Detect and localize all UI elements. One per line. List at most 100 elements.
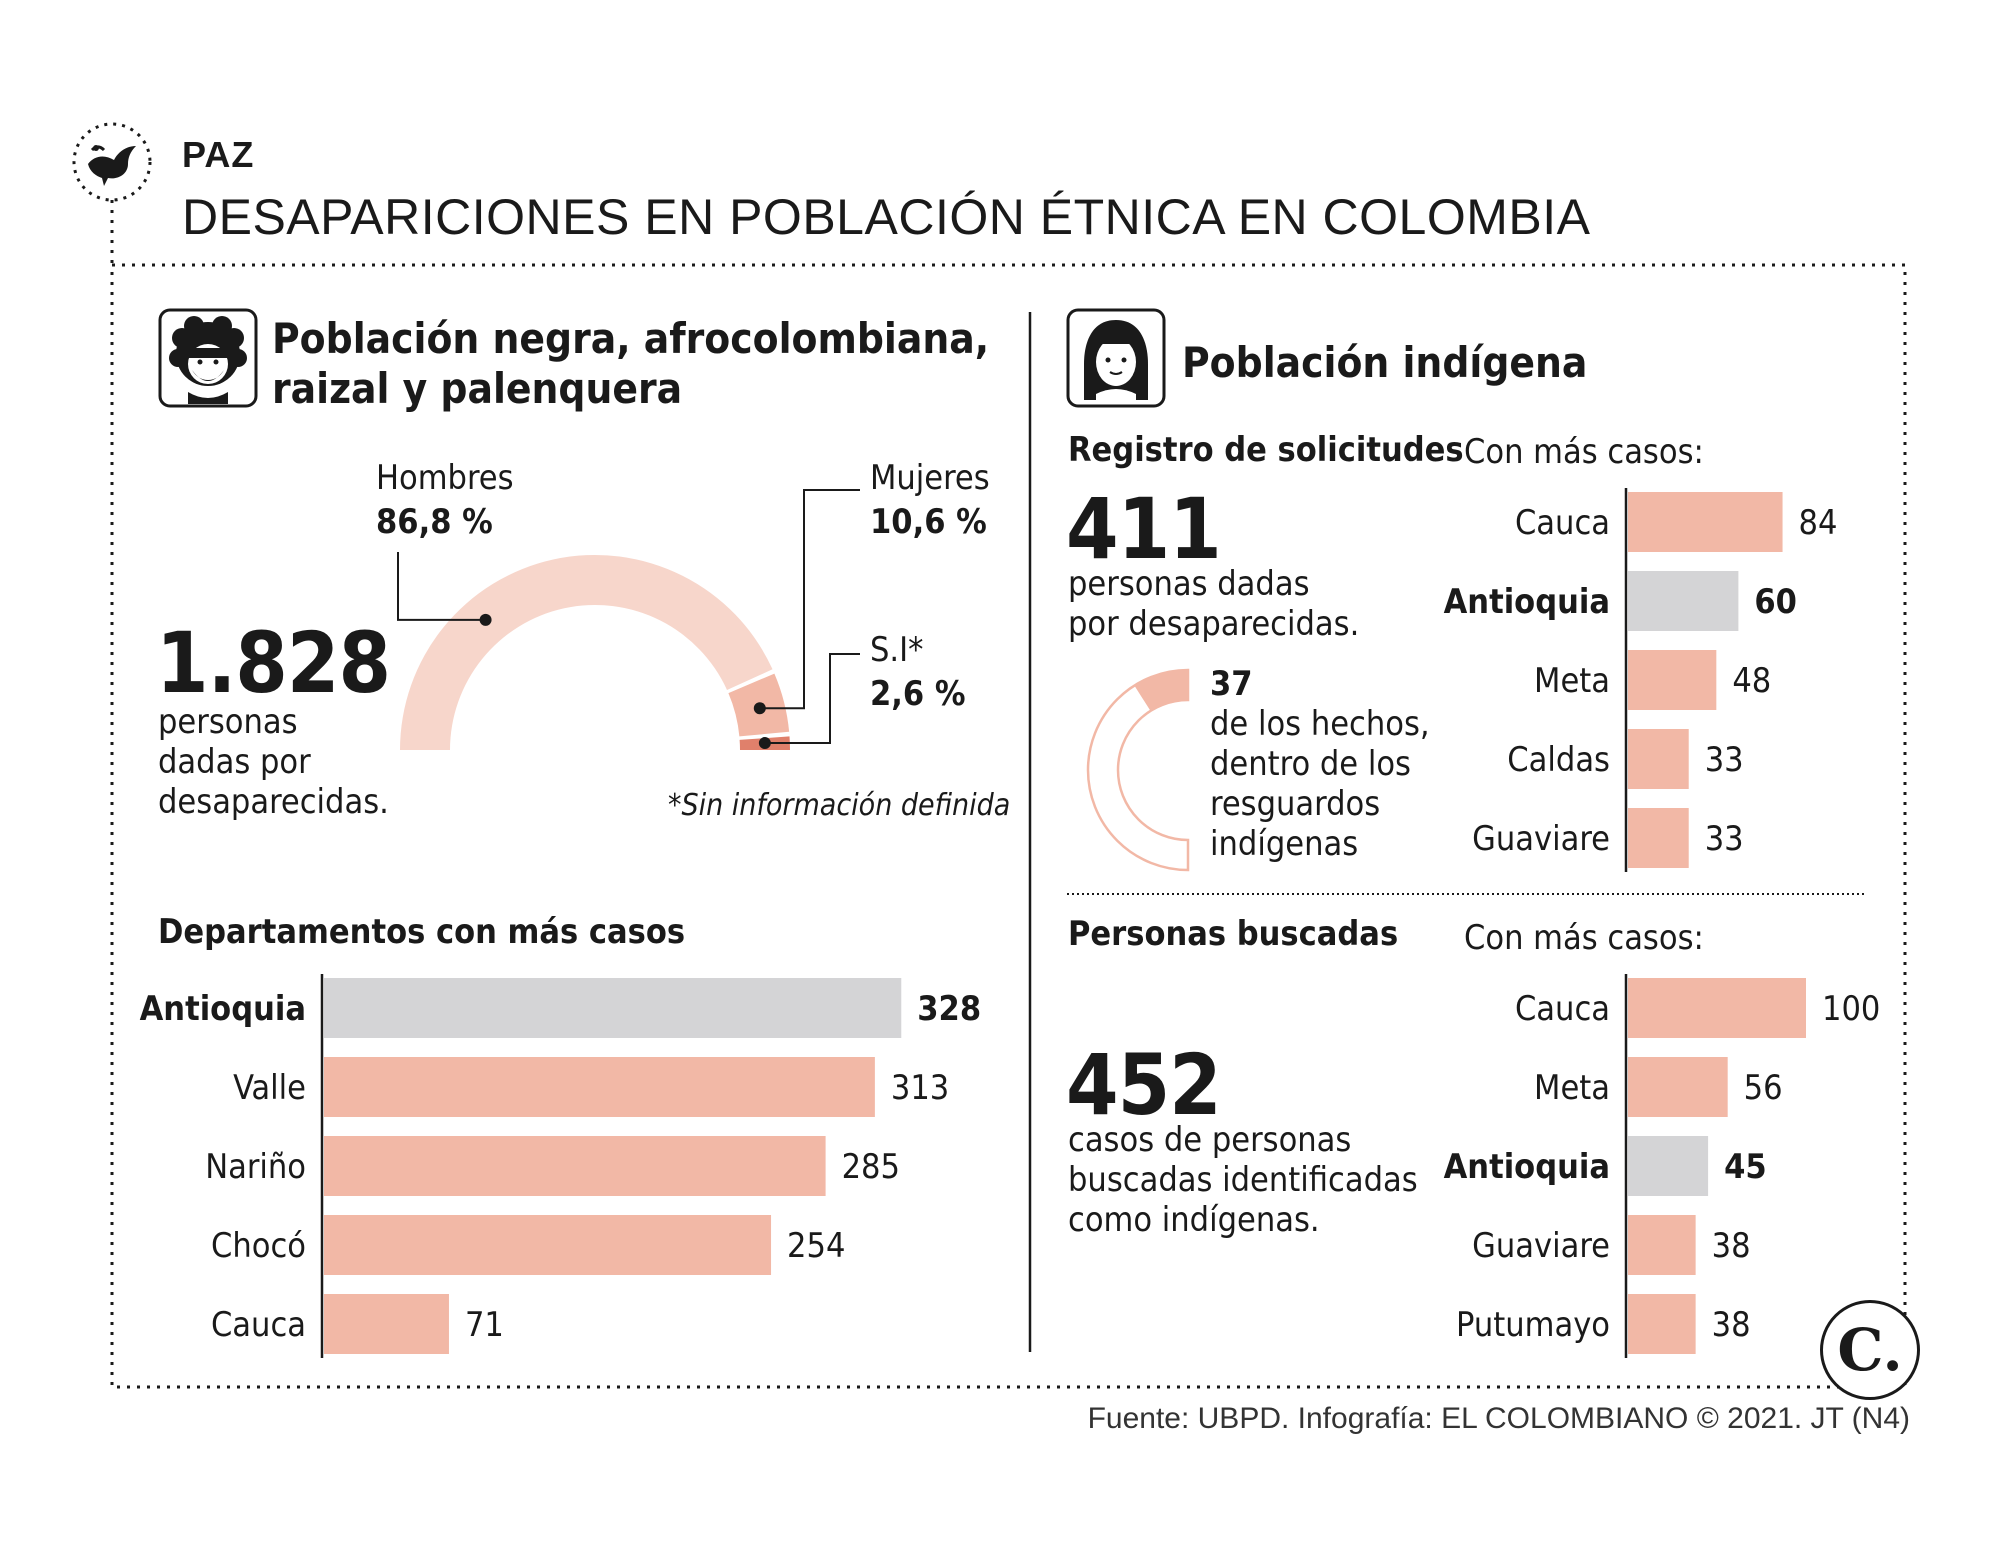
bar-chocó bbox=[324, 1215, 772, 1275]
dotted-frame bbox=[110, 263, 1907, 1389]
afro-heading-line2: raizal y palenquera bbox=[272, 364, 683, 413]
bar-putumayo bbox=[1628, 1294, 1696, 1354]
donut-outline bbox=[1086, 668, 1190, 872]
bar-guaviare bbox=[1628, 808, 1689, 868]
source-credit: Fuente: UBPD. Infografía: EL COLOMBIANO … bbox=[1087, 1402, 1910, 1435]
resguardos-desc2: dentro de los bbox=[1210, 744, 1411, 784]
bar-cauca bbox=[324, 1294, 449, 1354]
bar-guaviare bbox=[1628, 1215, 1696, 1275]
mujeres-leader bbox=[759, 489, 860, 710]
resguardos-value: 37 bbox=[1210, 664, 1253, 704]
page-title: DESAPARICIONES EN POBLACIÓN ÉTNICA EN CO… bbox=[182, 189, 1591, 245]
con-mas-casos-buscadas: Con más casos: bbox=[1464, 918, 1704, 958]
bar-nariño bbox=[324, 1136, 826, 1196]
indigenous-person-icon bbox=[1066, 308, 1166, 408]
buscadas-desc3: como indígenas. bbox=[1068, 1200, 1320, 1240]
bar-label: Caldas bbox=[1507, 740, 1610, 780]
buscadas-title: Personas buscadas bbox=[1068, 914, 1399, 954]
buscadas-desc1: casos de personas bbox=[1068, 1120, 1352, 1160]
bar-valle bbox=[324, 1057, 875, 1117]
bar-cauca bbox=[1628, 492, 1783, 552]
si-dot bbox=[758, 737, 771, 750]
afro-person-icon bbox=[158, 308, 258, 408]
bar-value: 38 bbox=[1712, 1305, 1751, 1345]
afro-heading-line1: Población negra, afrocolombiana, bbox=[272, 314, 990, 363]
section-label: PAZ bbox=[182, 134, 255, 175]
bar-value: 313 bbox=[891, 1068, 949, 1108]
bar-caldas bbox=[1628, 729, 1689, 789]
bar-value: 71 bbox=[465, 1305, 504, 1345]
hombres-dot bbox=[479, 613, 492, 626]
label-hombres: Hombres bbox=[376, 458, 514, 498]
bar-label: Guaviare bbox=[1472, 819, 1610, 859]
bar-value: 84 bbox=[1799, 503, 1838, 543]
buscadas-total: 452 bbox=[1066, 1036, 1222, 1134]
afro-total-desc2: dadas por bbox=[158, 742, 311, 782]
bar-label: Meta bbox=[1534, 661, 1610, 701]
bar-label: Nariño bbox=[205, 1147, 306, 1187]
mujeres-dot bbox=[753, 702, 766, 715]
resguardos-desc4: indígenas bbox=[1210, 824, 1359, 864]
registro-desc1: personas dadas bbox=[1068, 564, 1310, 604]
bar-antioquia bbox=[1628, 1136, 1709, 1196]
bar-label: Cauca bbox=[1515, 503, 1610, 543]
bar-label: Chocó bbox=[211, 1226, 306, 1266]
registro-desc2: por desaparecidas. bbox=[1068, 604, 1360, 644]
logo-letter: C. bbox=[1837, 1316, 1903, 1384]
resguardos-desc3: resguardos bbox=[1210, 784, 1381, 824]
bar-value: 38 bbox=[1712, 1226, 1751, 1266]
registro-title: Registro de solicitudes bbox=[1068, 430, 1464, 470]
bar-antioquia bbox=[324, 978, 902, 1038]
value-si: 2,6 % bbox=[870, 674, 966, 714]
value-mujeres: 10,6 % bbox=[870, 502, 987, 542]
resguardos-desc1: de los hechos, bbox=[1210, 704, 1430, 744]
bar-label: Putumayo bbox=[1456, 1305, 1610, 1345]
bar-value: 254 bbox=[787, 1226, 845, 1266]
bar-label: Antioquia bbox=[1444, 1147, 1610, 1187]
si-leader bbox=[764, 653, 860, 745]
bar-value: 33 bbox=[1705, 740, 1744, 780]
afro-total-desc3: desaparecidas. bbox=[158, 782, 389, 822]
bar-meta bbox=[1628, 650, 1717, 710]
bar-value: 100 bbox=[1822, 989, 1880, 1029]
bar-label: Antioquia bbox=[140, 989, 306, 1029]
donut-slice-resguardos bbox=[1134, 670, 1188, 711]
logo: C. bbox=[1820, 1300, 1920, 1400]
footnote: *Sin información definida bbox=[668, 788, 1011, 823]
bar-label: Guaviare bbox=[1472, 1226, 1610, 1266]
afro-total-desc1: personas bbox=[158, 702, 298, 742]
bar-label: Cauca bbox=[1515, 989, 1610, 1029]
bar-antioquia bbox=[1628, 571, 1739, 631]
bar-value: 328 bbox=[917, 989, 981, 1029]
dove-icon bbox=[70, 120, 154, 204]
label-si: S.I* bbox=[870, 630, 924, 670]
bar-label: Antioquia bbox=[1444, 582, 1610, 622]
bar-label: Meta bbox=[1534, 1068, 1610, 1108]
bar-label: Valle bbox=[233, 1068, 306, 1108]
bar-label: Cauca bbox=[211, 1305, 306, 1345]
label-mujeres: Mujeres bbox=[870, 458, 990, 498]
value-hombres: 86,8 % bbox=[376, 502, 493, 542]
departments-title: Departamentos con más casos bbox=[158, 912, 686, 952]
indigenous-heading: Población indígena bbox=[1182, 338, 1588, 387]
con-mas-casos-registro: Con más casos: bbox=[1464, 432, 1704, 472]
bar-value: 48 bbox=[1732, 661, 1771, 701]
registro-total: 411 bbox=[1066, 480, 1222, 578]
hombres-leader bbox=[397, 552, 486, 621]
buscadas-desc2: buscadas identificadas bbox=[1068, 1160, 1418, 1200]
bar-value: 285 bbox=[842, 1147, 900, 1187]
half-donut-slice-hombres bbox=[400, 555, 773, 750]
bar-value: 33 bbox=[1705, 819, 1744, 859]
bar-value: 45 bbox=[1724, 1147, 1767, 1187]
afro-total: 1.828 bbox=[156, 614, 391, 712]
bar-cauca bbox=[1628, 978, 1806, 1038]
bar-value: 60 bbox=[1754, 582, 1797, 622]
bar-value: 56 bbox=[1744, 1068, 1783, 1108]
bar-meta bbox=[1628, 1057, 1728, 1117]
